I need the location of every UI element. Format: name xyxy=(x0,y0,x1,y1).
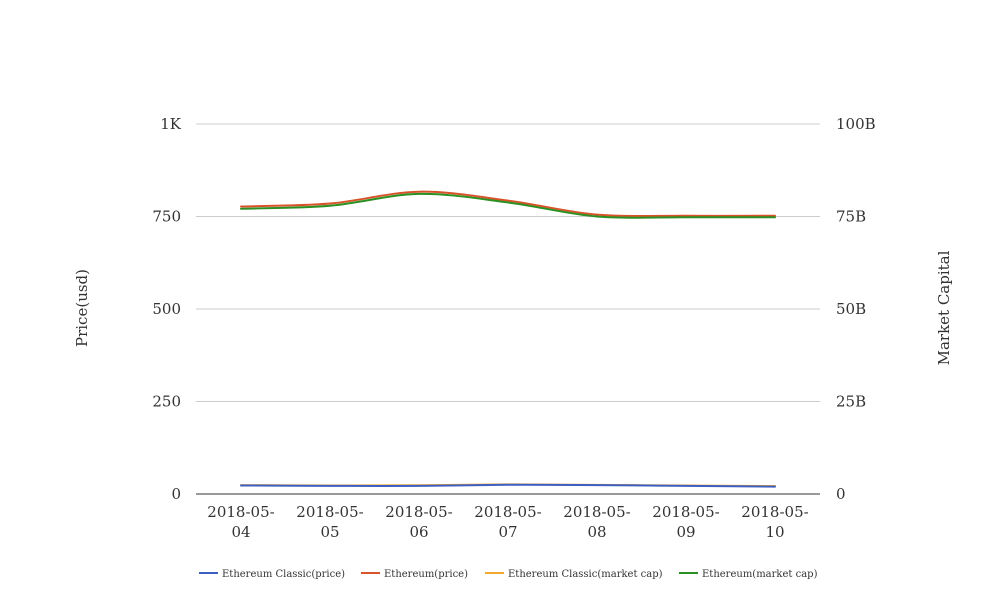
x-axis: 2018-05- 04 2018-05- 05 2018-05- 06 2018-05- 07… xyxy=(207,503,808,541)
x-tick-label-line: 2018-05- xyxy=(741,503,808,521)
y-right-tick-label: 25B xyxy=(836,393,866,411)
x-tick-label-line: 09 xyxy=(676,523,695,541)
x-tick-label: 2018-05- 05 xyxy=(296,503,363,541)
x-tick-label-line: 04 xyxy=(231,523,250,541)
x-tick-label-line: 06 xyxy=(409,523,428,541)
legend-label: Ethereum Classic(market cap) xyxy=(508,569,663,580)
series-line xyxy=(240,483,776,488)
legend-label: Ethereum(price) xyxy=(384,569,468,580)
legend-label: Ethereum Classic(price) xyxy=(222,569,345,580)
x-tick-label-line: 05 xyxy=(320,523,339,541)
legend-item[interactable]: Ethereum Classic(price) xyxy=(199,569,345,580)
legend-label: Ethereum(market cap) xyxy=(702,569,818,580)
x-tick-label: 2018-05- 09 xyxy=(652,503,719,541)
series-line xyxy=(240,190,776,218)
legend-item[interactable]: Ethereum(price) xyxy=(361,569,468,580)
legend-item[interactable]: Ethereum(market cap) xyxy=(679,569,818,580)
y-left-tick-label: 1K xyxy=(160,115,182,133)
gridlines xyxy=(196,123,820,402)
x-tick-label-line: 2018-05- xyxy=(563,503,630,521)
y-right-tick-label: 0 xyxy=(836,485,846,503)
x-tick-label-line: 10 xyxy=(765,523,784,541)
y-right-tick-label: 75B xyxy=(836,208,866,226)
y-right-tick-label: 100B xyxy=(836,115,876,133)
x-tick-label-line: 2018-05- xyxy=(385,503,452,521)
x-tick-label: 2018-05- 07 xyxy=(474,503,541,541)
x-tick-label-line: 08 xyxy=(587,523,606,541)
x-tick-label: 2018-05- 08 xyxy=(563,503,630,541)
x-tick-label-line: 2018-05- xyxy=(474,503,541,521)
y-right-axis-title: Market Capital xyxy=(935,250,953,365)
y-left-tick-label: 750 xyxy=(152,208,181,226)
x-tick-label: 2018-05- 06 xyxy=(385,503,452,541)
y-left-tick-label: 250 xyxy=(152,393,181,411)
x-tick-label-line: 2018-05- xyxy=(652,503,719,521)
y-axis-left: 0 250 500 750 1K xyxy=(152,115,181,503)
x-tick-label-line: 07 xyxy=(498,523,517,541)
y-left-tick-label: 500 xyxy=(152,300,181,318)
legend-item[interactable]: Ethereum Classic(market cap) xyxy=(485,569,663,580)
x-tick-label: 2018-05- 10 xyxy=(741,503,808,541)
series-group xyxy=(240,190,776,488)
x-tick-label-line: 2018-05- xyxy=(207,503,274,521)
series-line xyxy=(240,192,776,219)
y-right-tick-label: 50B xyxy=(836,300,866,318)
x-tick-label: 2018-05- 04 xyxy=(207,503,274,541)
y-axis-right: 0 25B 50B 75B 100B xyxy=(836,115,876,503)
x-tick-label-line: 2018-05- xyxy=(296,503,363,521)
legend: Ethereum Classic(price) Ethereum(price) Et… xyxy=(199,569,818,580)
y-left-axis-title: Price(usd) xyxy=(73,269,91,347)
y-left-tick-label: 0 xyxy=(171,485,181,503)
